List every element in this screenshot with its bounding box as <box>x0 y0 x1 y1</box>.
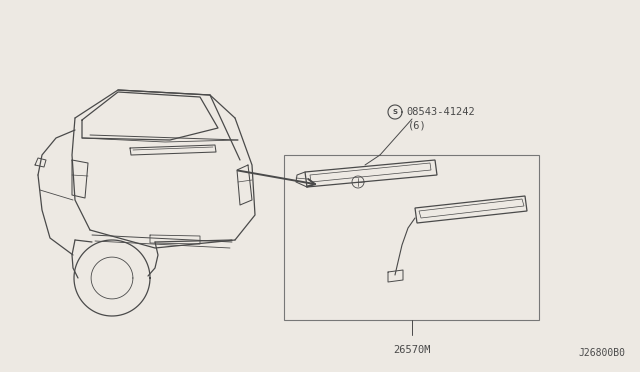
Text: S: S <box>392 109 397 115</box>
Bar <box>284 155 539 320</box>
Text: (6): (6) <box>408 120 427 130</box>
Text: J26800B0: J26800B0 <box>578 348 625 358</box>
Text: 08543-41242: 08543-41242 <box>406 107 475 117</box>
Text: 26570M: 26570M <box>393 345 431 355</box>
